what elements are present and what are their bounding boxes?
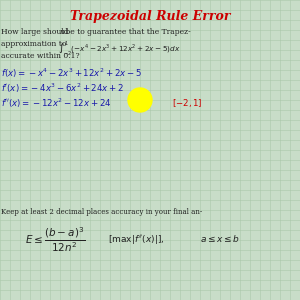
Text: $f(x) = -x^4-2x^3+12x^2+2x-5$: $f(x) = -x^4-2x^3+12x^2+2x-5$	[1, 67, 142, 80]
Text: approximation to: approximation to	[1, 40, 69, 48]
Text: be to guarantee that the Trapez-: be to guarantee that the Trapez-	[63, 28, 191, 36]
Text: How large should: How large should	[1, 28, 71, 36]
Text: accurate within 0.1?: accurate within 0.1?	[1, 52, 80, 60]
Text: $[\mathrm{max}|f''(x)|],$: $[\mathrm{max}|f''(x)|],$	[108, 233, 164, 246]
Text: $f'(x) = -4x^3-6x^2+24x+2$: $f'(x) = -4x^3-6x^2+24x+2$	[1, 82, 124, 95]
Text: $\int_{-2}^{1}(-x^4 - 2x^3 + 12x^2 + 2x - 5)dx$: $\int_{-2}^{1}(-x^4 - 2x^3 + 12x^2 + 2x …	[58, 39, 181, 58]
Text: $[-2, 1]$: $[-2, 1]$	[172, 97, 203, 109]
Text: n: n	[59, 28, 64, 36]
Text: $a \leq x \leq b$: $a \leq x \leq b$	[200, 233, 240, 244]
Text: $f''(x) = -12x^2-12x+24$: $f''(x) = -12x^2-12x+24$	[1, 97, 112, 110]
Text: Keep at least 2 decimal places accuracy in your final an-: Keep at least 2 decimal places accuracy …	[1, 208, 202, 216]
Text: Trapezoidal Rule Error: Trapezoidal Rule Error	[70, 10, 230, 23]
Text: $E \leq \dfrac{(b-a)^3}{12n^2}$: $E \leq \dfrac{(b-a)^3}{12n^2}$	[25, 225, 85, 254]
Circle shape	[128, 88, 152, 112]
